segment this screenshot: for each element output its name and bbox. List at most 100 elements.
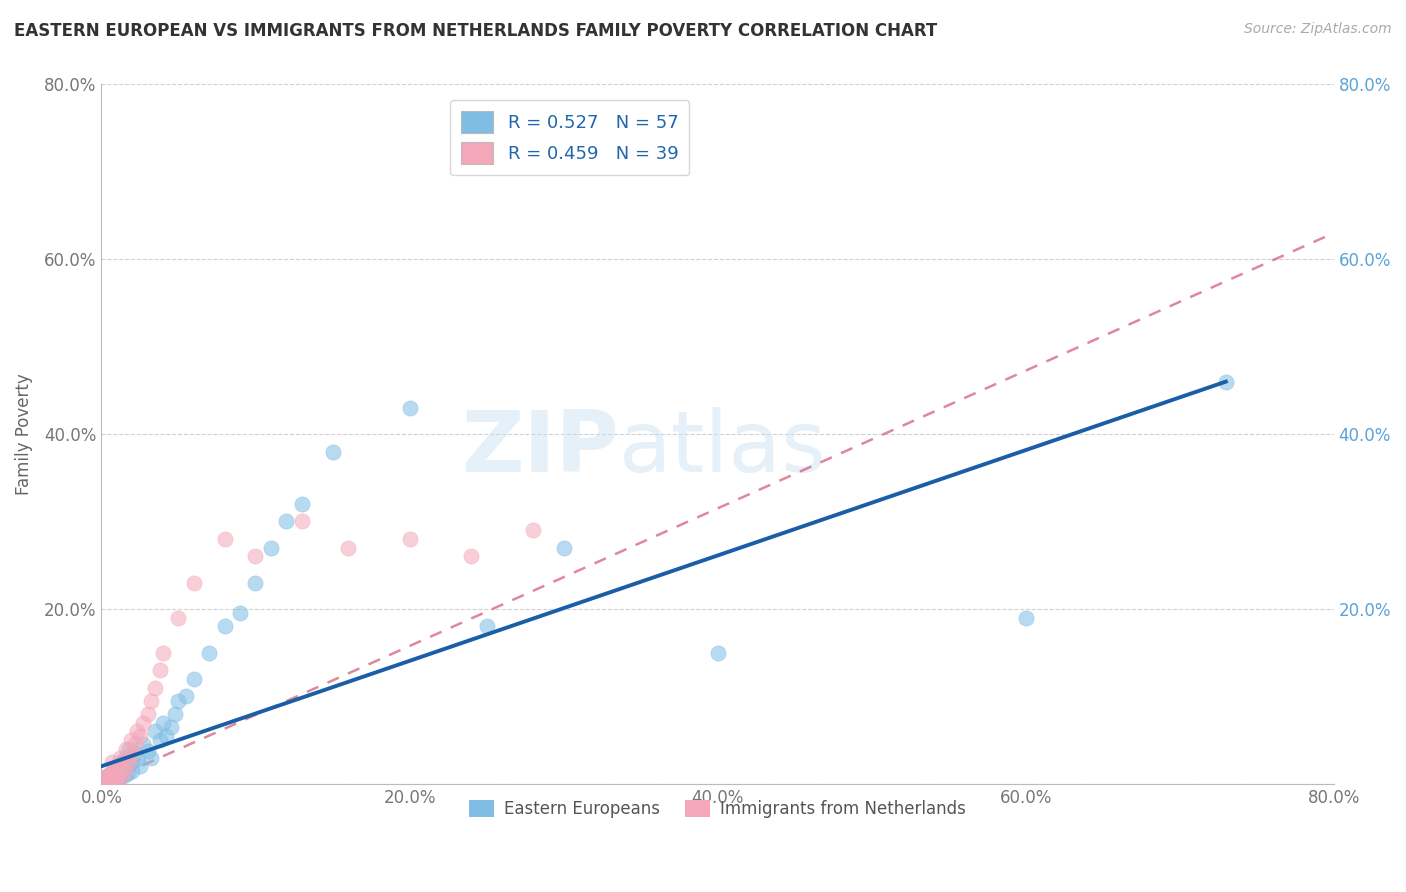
Point bbox=[152, 715, 174, 730]
Point bbox=[105, 771, 128, 785]
Point bbox=[108, 750, 131, 764]
Point bbox=[98, 772, 121, 786]
Point bbox=[260, 541, 283, 555]
Point bbox=[100, 772, 122, 787]
Point bbox=[125, 752, 148, 766]
Point bbox=[165, 706, 187, 721]
Point bbox=[97, 773, 120, 788]
Point bbox=[139, 694, 162, 708]
Point bbox=[118, 741, 141, 756]
Point bbox=[110, 770, 132, 784]
Point bbox=[117, 766, 139, 780]
Point bbox=[183, 575, 205, 590]
Point bbox=[117, 750, 139, 764]
Point bbox=[321, 444, 343, 458]
Point bbox=[93, 770, 115, 784]
Point bbox=[94, 772, 117, 786]
Point bbox=[1014, 610, 1036, 624]
Point bbox=[115, 759, 138, 773]
Point bbox=[114, 768, 136, 782]
Point bbox=[139, 750, 162, 764]
Point bbox=[124, 738, 146, 752]
Point bbox=[475, 619, 498, 633]
Point bbox=[120, 755, 142, 769]
Point bbox=[167, 694, 190, 708]
Point bbox=[98, 773, 121, 788]
Point bbox=[155, 729, 177, 743]
Point bbox=[107, 772, 129, 787]
Point bbox=[214, 532, 236, 546]
Legend: Eastern Europeans, Immigrants from Netherlands: Eastern Europeans, Immigrants from Nethe… bbox=[463, 793, 973, 824]
Point bbox=[105, 759, 128, 773]
Point bbox=[145, 724, 167, 739]
Point bbox=[706, 646, 728, 660]
Point bbox=[167, 610, 190, 624]
Point bbox=[174, 690, 197, 704]
Point bbox=[94, 770, 117, 784]
Point bbox=[114, 750, 136, 764]
Point bbox=[398, 401, 420, 415]
Point bbox=[103, 764, 125, 778]
Point bbox=[245, 549, 267, 564]
Point bbox=[101, 772, 124, 786]
Text: Source: ZipAtlas.com: Source: ZipAtlas.com bbox=[1244, 22, 1392, 37]
Point bbox=[121, 746, 143, 760]
Point bbox=[129, 729, 152, 743]
Point bbox=[110, 755, 132, 769]
Point bbox=[104, 764, 127, 778]
Point bbox=[97, 768, 120, 782]
Point bbox=[103, 770, 125, 784]
Point bbox=[110, 770, 132, 784]
Point bbox=[103, 772, 125, 786]
Point bbox=[398, 532, 420, 546]
Point bbox=[100, 766, 122, 780]
Point bbox=[129, 759, 152, 773]
Point bbox=[159, 720, 181, 734]
Point bbox=[245, 575, 267, 590]
Point bbox=[291, 497, 314, 511]
Point bbox=[118, 755, 141, 769]
Point bbox=[120, 733, 142, 747]
Point bbox=[100, 766, 122, 780]
Point bbox=[460, 549, 482, 564]
Point bbox=[93, 772, 115, 787]
Point bbox=[276, 515, 298, 529]
Point bbox=[152, 646, 174, 660]
Point bbox=[125, 724, 148, 739]
Point bbox=[124, 746, 146, 760]
Point bbox=[104, 768, 127, 782]
Point bbox=[105, 772, 128, 787]
Point bbox=[114, 764, 136, 778]
Point bbox=[149, 663, 172, 677]
Point bbox=[336, 541, 359, 555]
Point bbox=[149, 733, 172, 747]
Y-axis label: Family Poverty: Family Poverty bbox=[15, 373, 32, 495]
Point bbox=[229, 607, 252, 621]
Point bbox=[108, 766, 131, 780]
Point bbox=[98, 768, 121, 782]
Point bbox=[183, 672, 205, 686]
Point bbox=[104, 774, 127, 789]
Point bbox=[145, 681, 167, 695]
Point bbox=[112, 761, 135, 775]
Point bbox=[101, 770, 124, 784]
Point bbox=[1215, 375, 1237, 389]
Point bbox=[132, 738, 155, 752]
Point bbox=[107, 768, 129, 782]
Point bbox=[112, 764, 135, 778]
Point bbox=[101, 773, 124, 788]
Point bbox=[198, 646, 221, 660]
Text: ZIP: ZIP bbox=[461, 407, 619, 490]
Point bbox=[105, 759, 128, 773]
Point bbox=[136, 706, 159, 721]
Point bbox=[121, 764, 143, 778]
Point bbox=[107, 761, 129, 775]
Point bbox=[522, 523, 544, 537]
Point bbox=[291, 515, 314, 529]
Point bbox=[553, 541, 575, 555]
Point bbox=[115, 741, 138, 756]
Point bbox=[132, 715, 155, 730]
Text: atlas: atlas bbox=[619, 407, 827, 490]
Point bbox=[136, 743, 159, 757]
Text: EASTERN EUROPEAN VS IMMIGRANTS FROM NETHERLANDS FAMILY POVERTY CORRELATION CHART: EASTERN EUROPEAN VS IMMIGRANTS FROM NETH… bbox=[14, 22, 938, 40]
